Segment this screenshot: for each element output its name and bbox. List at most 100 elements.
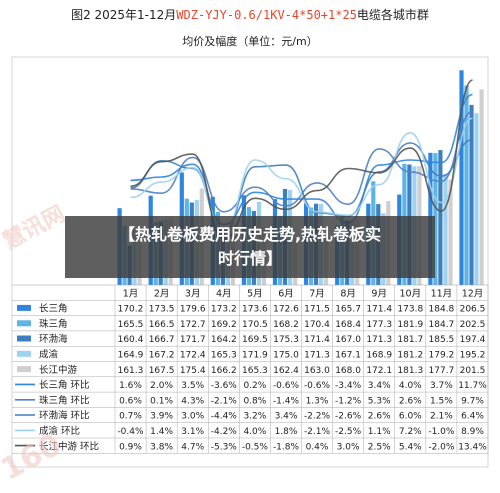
legend-label: 长三角 环比: [39, 379, 90, 391]
table-value-cell: 164.9: [118, 351, 144, 361]
table-value-cell: 4.0%: [399, 381, 422, 391]
table-value-cell: -2.1%: [304, 427, 331, 437]
table-value-cell: 171.7: [180, 335, 206, 345]
table-value-cell: -1.8%: [273, 442, 300, 452]
legend-label: 成渝: [39, 349, 59, 361]
table-value-cell: -3.4%: [335, 381, 362, 391]
table-value-cell: 172.6: [273, 305, 299, 315]
legend-label: 长江中游 环比: [39, 440, 99, 452]
table-value-cell: 181.7: [397, 335, 423, 345]
table-value-cell: 5.4%: [399, 442, 422, 452]
table-value-cell: 167.5: [149, 366, 175, 376]
table-value-cell: 4.0%: [243, 427, 266, 437]
table-value-cell: 177.7: [429, 366, 455, 376]
table-value-cell: -2.0%: [428, 442, 455, 452]
table-value-cell: 166.7: [149, 335, 175, 345]
table-value-cell: 2.0%: [150, 381, 173, 391]
table-value-cell: 171.3: [304, 351, 330, 361]
table-header-cell: 9月: [371, 288, 387, 299]
table-value-cell: 166.5: [149, 320, 175, 330]
table-value-cell: 171.4: [366, 305, 392, 315]
table-value-cell: 6.4%: [461, 412, 484, 422]
table-value-cell: 173.2: [211, 305, 237, 315]
overlay-line-2: 时行情】: [217, 249, 282, 268]
legend-swatch: [17, 320, 31, 327]
table-value-cell: 164.2: [211, 335, 237, 345]
chart-frame: [11, 56, 489, 468]
table-value-cell: 181.9: [397, 320, 423, 330]
table-value-cell: 195.2: [460, 351, 486, 361]
bar: [469, 104, 474, 286]
chart-subtitle: 均价及幅度（单位：元/m）: [182, 35, 318, 48]
table-value-cell: 168.4: [335, 320, 361, 330]
bar: [464, 85, 469, 285]
table-value-cell: 8.9%: [461, 427, 484, 437]
table-value-cell: 160.4: [118, 335, 144, 345]
bar: [443, 174, 448, 285]
table-value-cell: 167.2: [149, 351, 175, 361]
series-line: [130, 117, 473, 231]
table-value-cell: 3.1%: [181, 427, 204, 437]
table-value-cell: -1.2%: [335, 396, 362, 406]
table-header-cell: 11月: [431, 288, 453, 299]
chart-title: 图2 2025年1-12月WDZ-YJY-0.6/1KV-4*50+1*25电缆…: [0, 6, 500, 23]
table-value-cell: -0.4%: [117, 427, 144, 437]
table-value-cell: -2.6%: [335, 412, 362, 422]
legend-label: 环渤海 环比: [39, 410, 90, 422]
table-value-cell: 3.8%: [150, 442, 173, 452]
article-title-overlay[interactable]: 【热轧卷板费用历史走势,热轧卷板实 时行情】: [65, 216, 435, 278]
table-value-cell: 5.3%: [368, 396, 391, 406]
table-value-cell: 9.7%: [461, 396, 484, 406]
legend-label: 长江中游: [39, 364, 78, 376]
table-value-cell: 168.2: [273, 320, 299, 330]
table-value-cell: 6.0%: [399, 412, 422, 422]
bar: [459, 70, 464, 285]
table-value-cell: -2.1%: [211, 396, 238, 406]
table-value-cell: 166.2: [211, 366, 237, 376]
legend-swatch: [17, 335, 31, 342]
legend-swatch: [17, 366, 31, 373]
table-value-cell: 1.6%: [119, 381, 142, 391]
table-value-cell: 1.5%: [430, 396, 453, 406]
table-value-cell: 3.7%: [430, 381, 453, 391]
table-value-cell: 175.3: [273, 335, 299, 345]
table-value-cell: 11.7%: [458, 381, 487, 391]
table-header-cell: 1月: [123, 288, 139, 299]
table-value-cell: 172.1: [366, 366, 392, 376]
table-value-cell: 1.4%: [150, 427, 173, 437]
table-value-cell: 0.6%: [119, 396, 142, 406]
table-value-cell: 165.5: [118, 320, 144, 330]
table-value-cell: 13.4%: [458, 442, 487, 452]
table-value-cell: 1.1%: [368, 427, 391, 437]
table-value-cell: 172.7: [180, 320, 206, 330]
table-value-cell: 175.4: [180, 366, 206, 376]
table-value-cell: 179.6: [180, 305, 206, 315]
legend-label: 成渝 环比: [39, 425, 80, 437]
table-value-cell: -4.4%: [211, 412, 238, 422]
table-value-cell: 1.8%: [275, 427, 298, 437]
table-value-cell: 206.5: [460, 305, 486, 315]
table-value-cell: 0.7%: [119, 412, 142, 422]
table-value-cell: 165.7: [335, 305, 361, 315]
bar: [438, 150, 443, 285]
table-value-cell: -1.4%: [273, 396, 300, 406]
table-value-cell: 4.3%: [181, 396, 204, 406]
table-value-cell: 179.2: [429, 351, 455, 361]
table-header-cell: 3月: [185, 288, 201, 299]
table-value-cell: 161.3: [118, 366, 144, 376]
bar: [433, 153, 438, 285]
table-header-cell: 10月: [400, 288, 422, 299]
legend-label: 珠三角 环比: [39, 394, 90, 406]
table-value-cell: 2.1%: [430, 412, 453, 422]
table-value-cell: 3.4%: [368, 381, 391, 391]
table-header-cell: 5月: [247, 288, 263, 299]
table-value-cell: 169.5: [242, 335, 268, 345]
table-value-cell: 170.4: [304, 320, 330, 330]
table-value-cell: 3.9%: [150, 412, 173, 422]
table-value-cell: 171.9: [242, 351, 268, 361]
table-value-cell: 0.9%: [119, 442, 142, 452]
legend-label: 珠三角: [39, 318, 68, 330]
table-value-cell: 0.2%: [243, 381, 266, 391]
table-header-cell: 7月: [309, 288, 325, 299]
table-value-cell: 172.4: [180, 351, 206, 361]
